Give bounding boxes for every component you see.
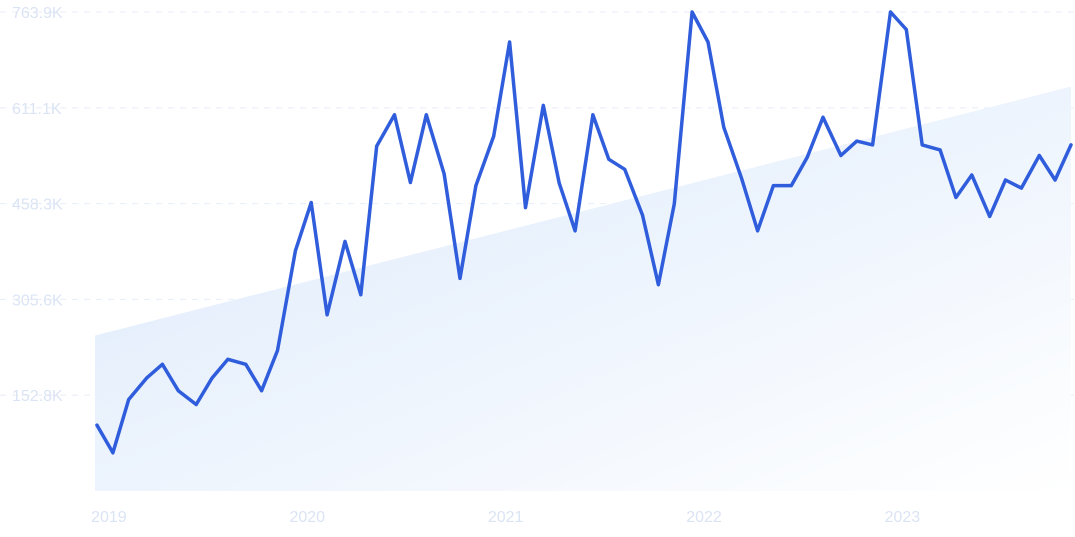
data-point	[1037, 154, 1041, 158]
data-point	[111, 451, 115, 455]
data-point	[442, 172, 446, 176]
data-point	[293, 249, 297, 253]
data-point	[359, 293, 363, 297]
data-point	[839, 154, 843, 158]
x-tick-label: 2022	[686, 509, 722, 526]
x-tick-label: 2023	[885, 509, 921, 526]
data-point	[641, 213, 645, 217]
data-point	[954, 196, 958, 200]
data-point	[160, 362, 164, 366]
data-point	[888, 10, 892, 14]
data-point	[508, 40, 512, 44]
data-point	[706, 40, 710, 44]
data-point	[821, 115, 825, 119]
data-point	[771, 184, 775, 188]
data-point	[145, 376, 149, 380]
y-tick-label: 763.9K	[12, 5, 63, 22]
data-point	[408, 180, 412, 184]
x-tick-label: 2020	[289, 509, 325, 526]
data-point	[424, 113, 428, 117]
data-point	[260, 389, 264, 393]
data-point	[127, 397, 131, 401]
x-tick-label: 2021	[488, 509, 524, 526]
y-tick-label: 611.1K	[12, 101, 62, 118]
data-point	[226, 357, 230, 361]
y-axis-tick-labels: 152.8K 305.6K 458.3K 611.1K 763.9K	[12, 5, 63, 405]
x-axis-tick-labels: 2019 2020 2021 2022 2023	[91, 509, 920, 526]
data-point	[740, 177, 744, 181]
data-point	[871, 143, 875, 147]
data-point	[938, 148, 942, 152]
x-tick-label: 2019	[91, 509, 127, 526]
data-point	[194, 402, 198, 406]
data-point	[1004, 178, 1008, 182]
data-point	[523, 206, 527, 210]
data-point	[210, 376, 214, 380]
y-tick-label: 305.6K	[12, 292, 63, 309]
data-point	[656, 283, 660, 287]
data-point	[690, 10, 694, 14]
data-point	[672, 202, 676, 206]
data-point	[95, 423, 99, 427]
data-point	[1069, 143, 1073, 147]
data-point	[623, 167, 627, 171]
data-point	[988, 214, 992, 218]
data-point	[393, 113, 397, 117]
data-point	[607, 157, 611, 161]
data-point	[970, 173, 974, 177]
data-point	[176, 389, 180, 393]
data-point	[789, 184, 793, 188]
series-line	[95, 10, 1073, 455]
data-point	[309, 201, 313, 205]
y-tick-label: 152.8K	[12, 388, 63, 405]
data-point	[855, 139, 859, 143]
trend-area	[95, 86, 1071, 492]
data-point	[343, 239, 347, 243]
data-point	[276, 349, 280, 353]
data-point	[1053, 178, 1057, 182]
data-point	[474, 184, 478, 188]
data-point	[244, 362, 248, 366]
y-tick-label: 458.3K	[12, 197, 63, 214]
data-point	[805, 155, 809, 159]
data-point	[492, 134, 496, 138]
data-points	[95, 10, 1073, 455]
data-point	[1019, 186, 1023, 190]
data-point	[557, 181, 561, 185]
data-point	[722, 125, 726, 129]
data-point	[541, 103, 545, 107]
data-point	[325, 313, 329, 317]
data-point	[904, 27, 908, 31]
data-point	[458, 276, 462, 280]
data-point	[920, 143, 924, 147]
data-point	[756, 229, 760, 233]
data-point	[573, 229, 577, 233]
data-point	[591, 113, 595, 117]
data-point	[375, 144, 379, 148]
